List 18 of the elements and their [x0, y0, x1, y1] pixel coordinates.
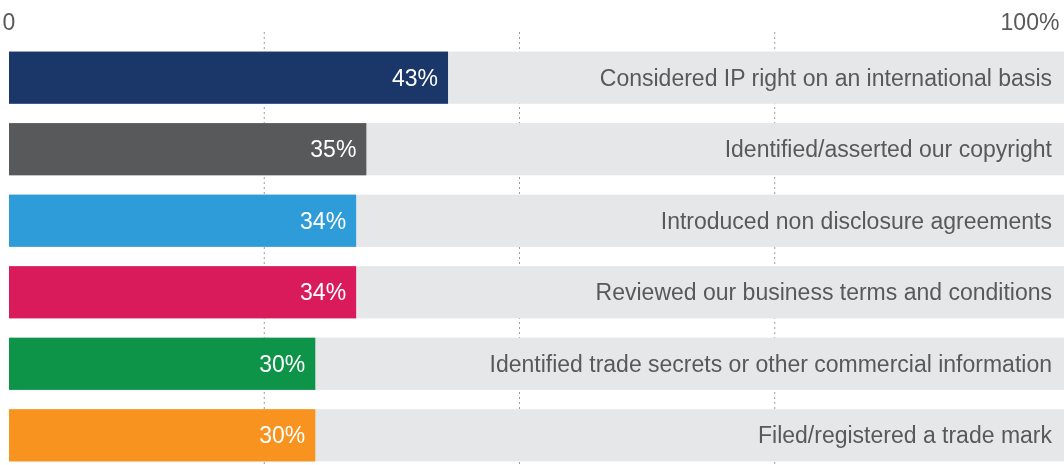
data-label: 30%	[259, 422, 306, 449]
data-label: 30%	[259, 350, 306, 377]
bar	[9, 266, 357, 319]
bar	[9, 194, 357, 247]
y-tick-label: Identified/asserted our copyright	[724, 136, 1053, 163]
data-label: 35%	[310, 136, 357, 163]
x-tick-label: 0	[2, 9, 16, 35]
bar	[9, 409, 316, 462]
data-label: 34%	[300, 279, 347, 306]
y-tick-label: Reviewed our business terms and conditions	[595, 279, 1052, 306]
y-tick-label: Filed/registered a trade mark	[757, 422, 1053, 449]
y-tick-label: Introduced non disclosure agreements	[660, 207, 1052, 234]
data-label: 34%	[300, 207, 347, 234]
x-tick-label: 100%	[1000, 9, 1060, 35]
data-label: 43%	[391, 64, 439, 91]
bar	[9, 337, 316, 390]
y-tick-label: Considered IP right on an international basis	[599, 64, 1052, 91]
y-tick-label: Identified trade secrets or other commercial information	[489, 350, 1052, 377]
